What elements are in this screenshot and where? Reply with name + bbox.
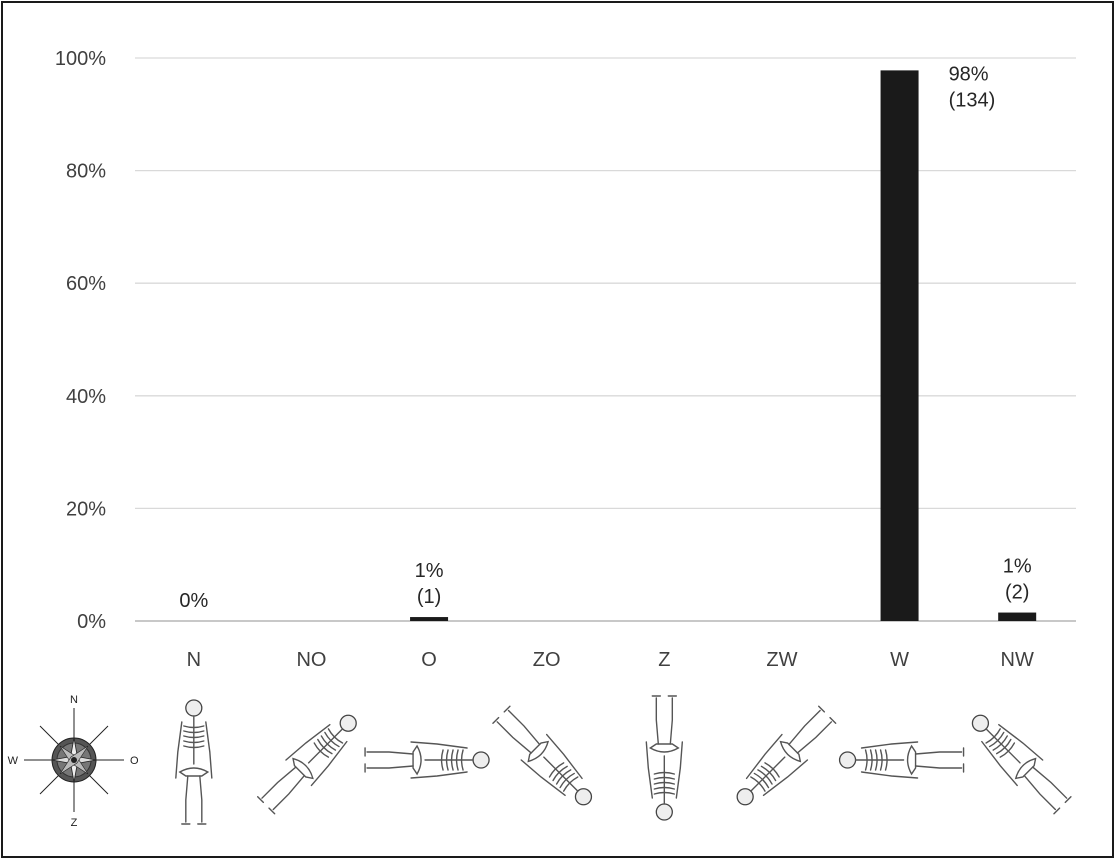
data-label: (2) xyxy=(1005,582,1029,604)
data-label: (134) xyxy=(949,89,996,111)
x-category-label: ZO xyxy=(533,649,561,671)
data-label: (1) xyxy=(417,586,441,608)
y-tick-label: 40% xyxy=(66,386,106,408)
y-tick-label: 100% xyxy=(55,48,106,70)
data-label: 0% xyxy=(179,590,208,612)
x-category-label: NO xyxy=(296,649,326,671)
data-labels: 0% 1% (1) 98% (134) 1% (2) xyxy=(179,63,1031,612)
gridlines xyxy=(135,57,1076,622)
x-category-label: N xyxy=(187,649,201,671)
skeleton-orientation-icons xyxy=(175,695,1072,825)
bar-O xyxy=(410,617,449,621)
skeleton-ZO-icon xyxy=(492,705,593,806)
skeleton-Z-icon xyxy=(645,695,684,821)
skeleton-W-icon xyxy=(838,741,965,779)
data-label: 1% xyxy=(1003,556,1032,578)
x-category-label: Z xyxy=(658,649,670,671)
x-category-label: ZW xyxy=(766,649,797,671)
y-tick-label: 0% xyxy=(77,611,106,633)
bar-NW xyxy=(998,612,1037,621)
skeleton-NW-icon xyxy=(971,714,1072,815)
y-tick-label: 60% xyxy=(66,273,106,295)
data-label: 1% xyxy=(415,560,444,582)
compass-west-label: W xyxy=(8,755,19,767)
x-category-label: W xyxy=(890,649,909,671)
skeleton-NO-icon xyxy=(256,714,357,815)
y-axis-ticks: 0% 20% 40% 60% 80% 100% xyxy=(55,48,106,633)
bar-W xyxy=(880,70,919,622)
skeleton-ZW-icon xyxy=(736,705,837,806)
compass-rose-icon: N Z W O xyxy=(8,694,139,829)
bars xyxy=(410,70,1037,622)
data-label: 98% xyxy=(949,63,989,85)
compass-north-label: N xyxy=(70,694,78,706)
x-category-label: O xyxy=(421,649,437,671)
y-tick-label: 20% xyxy=(66,498,106,520)
y-tick-label: 80% xyxy=(66,161,106,183)
skeleton-N-icon xyxy=(175,699,213,825)
x-axis-categories: N NO O ZO Z ZW W NW xyxy=(187,649,1034,671)
compass-south-label: Z xyxy=(71,817,78,829)
compass-east-label: O xyxy=(130,755,139,767)
x-category-label: NW xyxy=(1001,649,1034,671)
skeleton-O-icon xyxy=(364,741,490,779)
